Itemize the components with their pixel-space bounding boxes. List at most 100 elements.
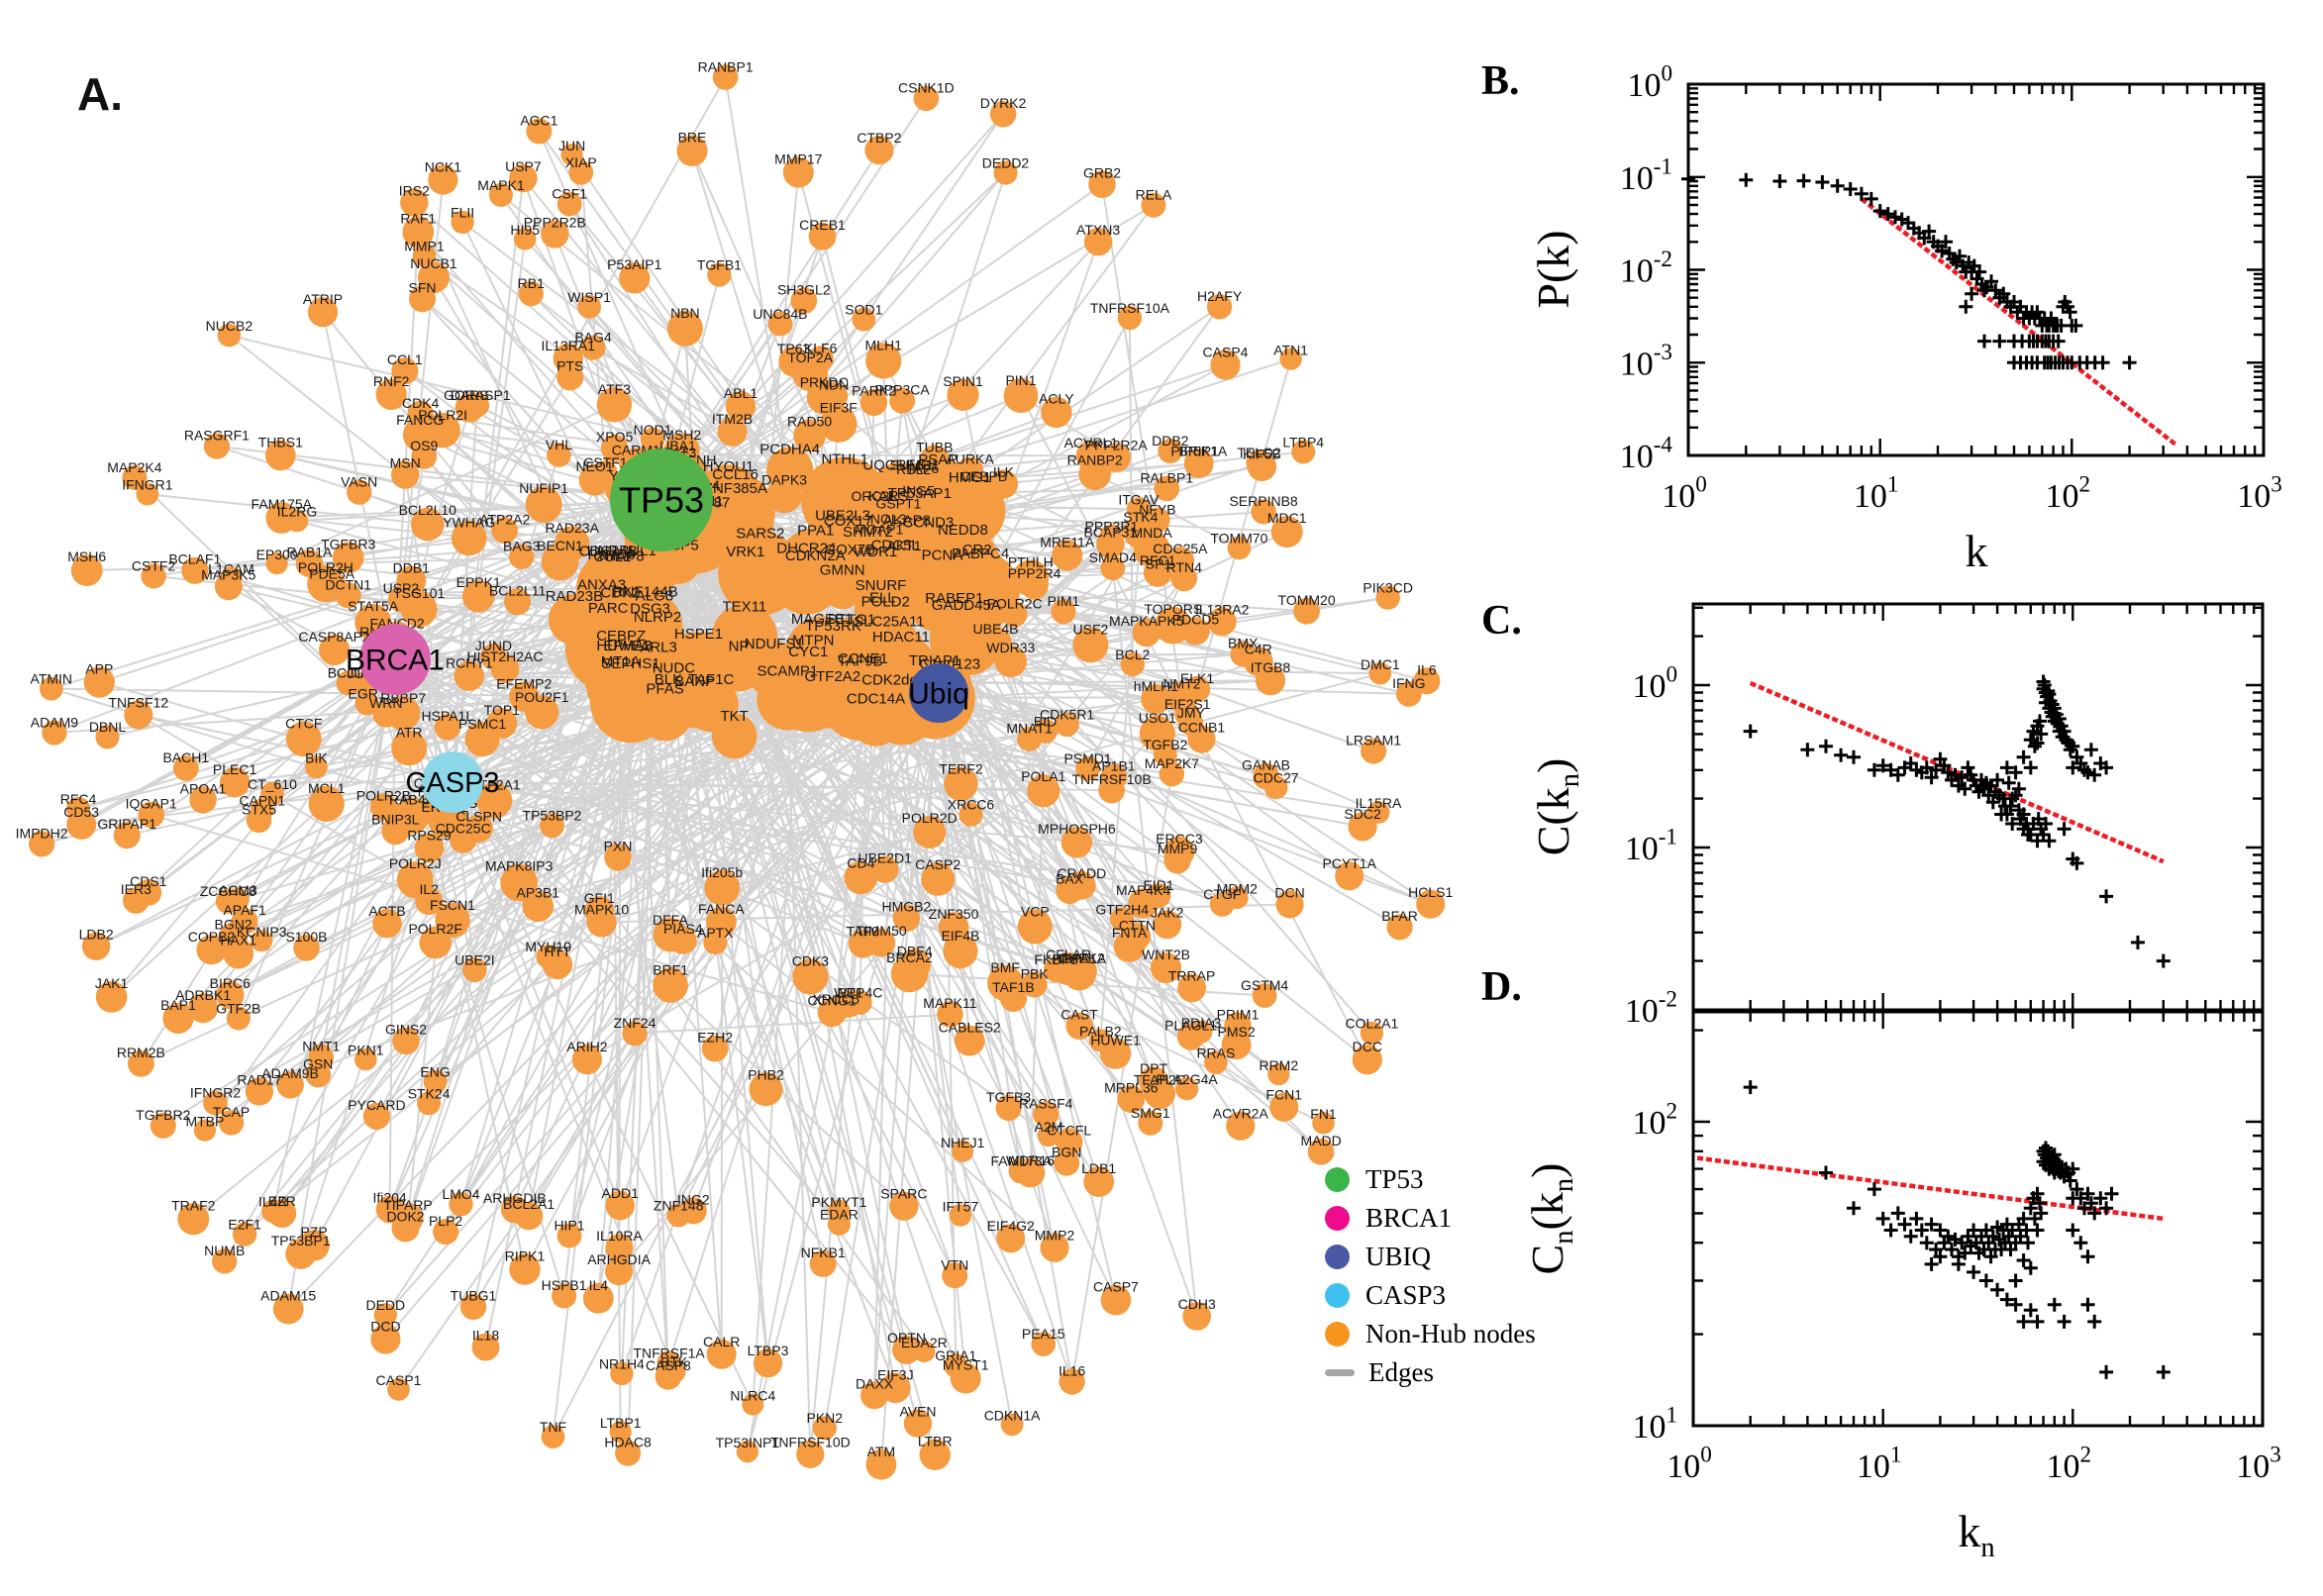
network-node bbox=[70, 554, 103, 586]
network-node-label: CASP8AP2 bbox=[298, 629, 370, 645]
network-node-label: STX5 bbox=[242, 802, 276, 818]
network-node bbox=[1361, 738, 1387, 764]
legend-item-brca1: BRCA1 bbox=[1325, 1203, 1536, 1233]
fit-line bbox=[1696, 1155, 2165, 1222]
network-node-label: SOD1 bbox=[845, 302, 882, 318]
legend-label: UBIQ bbox=[1365, 1241, 1431, 1271]
x-tick-label: 103 bbox=[2236, 1443, 2281, 1485]
network-node bbox=[415, 887, 444, 916]
y-tick-label: 100 bbox=[1627, 61, 1672, 104]
network-node bbox=[988, 469, 1018, 499]
network-node bbox=[1133, 531, 1170, 567]
network-node-label: PSAP bbox=[918, 451, 958, 468]
network-node-label: DEDD2 bbox=[982, 154, 1030, 170]
network-node bbox=[1227, 536, 1252, 560]
network-node-label: EP300 bbox=[256, 547, 298, 562]
network-node bbox=[193, 1119, 216, 1142]
network-node bbox=[412, 244, 437, 267]
network-node bbox=[1144, 1077, 1175, 1110]
network-node-label: TAF9 bbox=[847, 924, 879, 940]
network-node-label: MAPK1 bbox=[477, 177, 525, 193]
network-node bbox=[1083, 1166, 1115, 1197]
network-node-label: CDC5L bbox=[871, 538, 920, 554]
network-node-label: RPS29 bbox=[407, 828, 452, 844]
network-node bbox=[890, 954, 929, 993]
network-node bbox=[1154, 475, 1180, 502]
network-node bbox=[464, 721, 500, 757]
network-node-label: ACLY bbox=[1039, 391, 1074, 407]
network-node-label: HSPA1L bbox=[421, 708, 473, 724]
network-node bbox=[265, 440, 296, 471]
network-node-label: NEO1 bbox=[575, 458, 613, 474]
network-node-label: IL10RA bbox=[596, 1228, 643, 1244]
network-node-label: HAX1 bbox=[220, 933, 256, 948]
network-node-label: HIST2H2AC bbox=[466, 648, 543, 664]
network-node-label: PPP3CA bbox=[874, 382, 930, 398]
network-node bbox=[596, 644, 651, 698]
network-node-label: FSCN1 bbox=[430, 897, 475, 913]
network-node bbox=[369, 793, 397, 821]
network-node-label: CSTF1 bbox=[583, 454, 628, 470]
network-node bbox=[1017, 726, 1043, 751]
panel-a-label: A. bbox=[77, 68, 123, 120]
network-node-label: EFEMP2 bbox=[496, 676, 552, 692]
network-node-label: NLRC4 bbox=[730, 1388, 775, 1404]
legend-label: TP53 bbox=[1365, 1163, 1424, 1194]
network-node-label: NUFIP1 bbox=[519, 480, 568, 496]
network-node-label: SERPINB8 bbox=[1229, 493, 1297, 509]
network-node bbox=[1000, 1413, 1024, 1437]
network-node bbox=[753, 1348, 783, 1378]
network-node bbox=[1174, 1076, 1199, 1101]
network-node-label: TOP1 bbox=[484, 702, 521, 718]
network-node-label: CASP8 bbox=[646, 1357, 691, 1373]
network-node bbox=[391, 357, 419, 385]
y-axis-title: Cn(kn) bbox=[1522, 1163, 1579, 1275]
network-node-label: AURKA bbox=[946, 451, 994, 467]
network-node-label: GRB2 bbox=[1083, 164, 1121, 180]
network-node bbox=[902, 552, 982, 634]
network-node-label: JAK2 bbox=[1151, 904, 1184, 920]
panel-c-label: C. bbox=[1481, 598, 1522, 644]
network-node-label: CASP7 bbox=[1093, 1279, 1139, 1295]
network-node-label: BECN1 bbox=[537, 538, 583, 553]
network-node bbox=[128, 1049, 154, 1077]
network-node bbox=[217, 323, 242, 348]
network-node-label: TGFB2 bbox=[1143, 737, 1187, 752]
network-node-label: A2M bbox=[1035, 1119, 1063, 1135]
network-node bbox=[162, 1002, 194, 1035]
network-node bbox=[1207, 607, 1237, 637]
network-node bbox=[518, 281, 544, 307]
network-node-label: ATRIP bbox=[303, 291, 343, 307]
network-node-label: TEX11 bbox=[723, 598, 767, 615]
network-node bbox=[1052, 540, 1083, 571]
network-node-label: HDAC8 bbox=[604, 1435, 652, 1450]
network-node-label: BFAR bbox=[1381, 908, 1418, 924]
x-tick-label: 101 bbox=[1854, 472, 1899, 515]
network-node bbox=[959, 802, 983, 827]
network-node-label: PLEC1 bbox=[213, 761, 257, 777]
network-node-label: WISP1 bbox=[567, 289, 611, 305]
y-tick-label: 10-4 bbox=[1620, 433, 1673, 475]
network-node-label: SPIN1 bbox=[943, 373, 983, 389]
network-node bbox=[1066, 870, 1096, 900]
x-tick-label: 101 bbox=[1857, 1443, 1902, 1485]
plot-frame bbox=[1691, 1010, 2265, 1428]
network-node-label: CR2 bbox=[962, 542, 992, 558]
network-node bbox=[428, 164, 458, 195]
network-node-label: DSG3 bbox=[630, 601, 670, 618]
network-node-label: UBE2I bbox=[454, 951, 494, 967]
network-node-label: NP bbox=[729, 638, 750, 654]
network-node bbox=[509, 681, 540, 712]
network-node-label: TP53AP1 bbox=[888, 485, 952, 502]
network-node-label: PLA2G4A bbox=[1156, 1071, 1218, 1087]
network-node-label: POLR2H bbox=[298, 559, 354, 575]
network-node bbox=[285, 509, 309, 533]
network-node bbox=[354, 1047, 377, 1071]
network-node-label: MAP3K5 bbox=[201, 566, 255, 582]
network-node-label: NUMB bbox=[204, 1243, 245, 1258]
y-tick-label: 102 bbox=[1632, 1099, 1677, 1142]
network-node-label: CEBPB bbox=[960, 468, 1007, 484]
network-node bbox=[947, 378, 979, 411]
network-node bbox=[712, 713, 758, 759]
network-node bbox=[504, 588, 532, 616]
